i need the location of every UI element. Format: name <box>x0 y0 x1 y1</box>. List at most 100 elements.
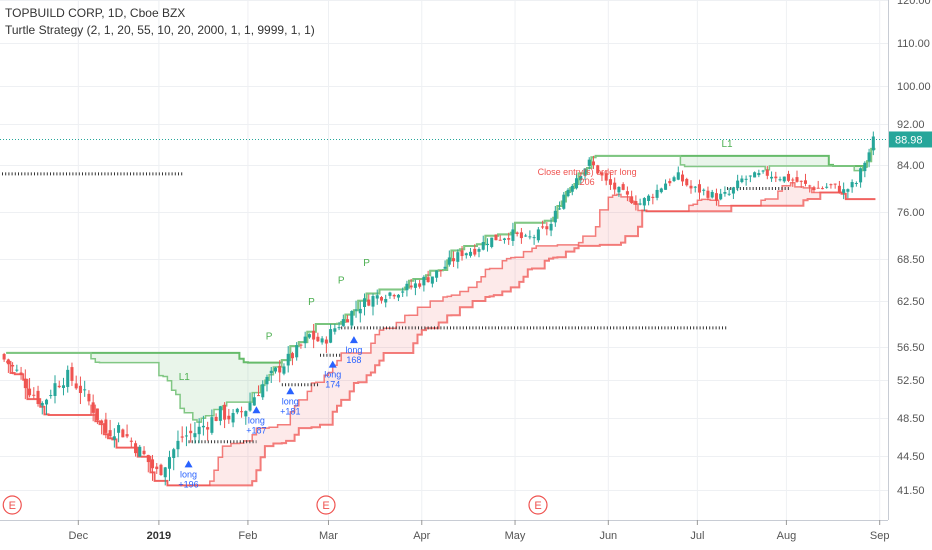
candle-51 <box>218 405 222 426</box>
candle-body <box>519 232 523 239</box>
price-axis-background <box>888 0 932 550</box>
earnings-badge-1: E <box>316 495 336 515</box>
candle-135 <box>575 173 579 190</box>
price-tick-label: 41.50 <box>897 485 925 497</box>
candle-101 <box>430 276 434 288</box>
candle-43 <box>184 426 188 447</box>
candle-16 <box>70 362 74 386</box>
candle-199 <box>846 188 850 199</box>
candle-125 <box>532 234 536 245</box>
time-tick-label: Jul <box>690 530 704 542</box>
candle-11 <box>49 389 53 399</box>
candle-25 <box>108 419 112 440</box>
candle-75 <box>320 336 324 345</box>
price-tick-label: 48.50 <box>897 413 925 425</box>
candle-body <box>833 183 837 185</box>
candle-body <box>265 376 269 385</box>
candle-body <box>871 136 875 151</box>
candle-body <box>528 236 532 238</box>
candle-body <box>761 170 765 172</box>
strategy-title[interactable]: Turtle Strategy (2, 1, 20, 55, 10, 20, 2… <box>5 23 315 37</box>
long-arrow-icon <box>252 406 261 414</box>
candle-body <box>634 201 638 205</box>
candle-192 <box>816 180 820 189</box>
candle-body <box>536 229 540 241</box>
candle-19 <box>83 380 87 397</box>
time-axis[interactable]: Dec 2019 Feb Mar Apr May Jun Jul Aug Sep <box>0 520 889 542</box>
candle-body <box>498 239 502 241</box>
time-tick-label: Feb <box>238 530 257 542</box>
candle-body <box>477 249 481 252</box>
candle-124 <box>528 230 532 240</box>
candle-body <box>524 235 528 237</box>
candle-164 <box>697 179 701 200</box>
candle-117 <box>498 235 502 241</box>
candle-body <box>787 173 791 181</box>
candle-body <box>744 178 748 180</box>
candle-89 <box>379 296 383 304</box>
candle-body <box>337 327 341 329</box>
candle-129 <box>549 217 553 237</box>
candle-42 <box>180 426 184 443</box>
candle-155 <box>659 187 663 194</box>
candle-126 <box>536 227 540 243</box>
candle-23 <box>100 419 104 435</box>
candle-body <box>460 250 464 257</box>
candle-162 <box>689 180 693 194</box>
price-tick-label: 68.50 <box>897 254 925 266</box>
candle-15 <box>66 365 70 393</box>
candle-body <box>117 425 121 433</box>
candle-body <box>23 378 27 389</box>
price-tick-label: 52.50 <box>897 375 925 387</box>
turtle-channels <box>2 147 876 487</box>
candle-189 <box>803 173 807 187</box>
candle-body <box>685 178 689 186</box>
candle-94 <box>401 287 405 297</box>
candle-128 <box>545 222 549 236</box>
candle-76 <box>324 336 328 353</box>
candle-body <box>6 359 10 365</box>
candle-45 <box>193 422 197 444</box>
candle-body <box>303 336 307 344</box>
candle-163 <box>693 186 697 193</box>
candle-body <box>651 196 655 198</box>
candle-61 <box>261 380 265 400</box>
candle-body <box>286 353 290 366</box>
candle-body <box>532 237 536 239</box>
candle-38 <box>163 466 167 486</box>
candle-body <box>316 336 320 342</box>
candle-107 <box>456 249 460 269</box>
candle-body <box>681 174 685 182</box>
candle-28 <box>121 428 125 438</box>
candle-body <box>630 196 634 204</box>
candle-body <box>401 291 405 293</box>
candle-body <box>57 385 61 388</box>
candle-34 <box>146 454 150 473</box>
candle-body <box>748 175 752 177</box>
candle-body <box>850 182 854 188</box>
candle-body <box>320 338 324 343</box>
candle-body <box>299 344 303 346</box>
candle-body <box>125 434 129 437</box>
candle-88 <box>375 289 379 305</box>
candle-6 <box>28 378 32 398</box>
symbol-title[interactable]: TOPBUILD CORP, 1D, Cboe BZX <box>5 6 186 20</box>
candle-82 <box>350 310 354 329</box>
candle-181 <box>770 171 774 182</box>
candle-80 <box>341 314 345 327</box>
candle-body <box>206 427 210 430</box>
candle-body <box>66 369 70 387</box>
candle-body <box>757 173 761 176</box>
last-price-label: 88.98 <box>895 134 923 146</box>
candle-188 <box>799 180 803 188</box>
candle-body <box>45 399 49 405</box>
candle-87 <box>371 293 375 316</box>
long-arrow-icon <box>328 360 337 368</box>
candle-body <box>388 292 392 296</box>
candle-body <box>78 385 82 393</box>
time-tick-label: Dec <box>69 530 89 542</box>
